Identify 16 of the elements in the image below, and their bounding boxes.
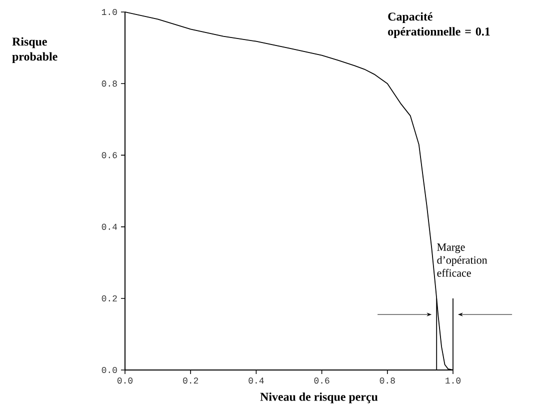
y-tick-label: 0.4 <box>102 224 118 230</box>
x-tick-label: 0.4 <box>248 378 264 384</box>
x-tick-label: 0.6 <box>314 378 330 384</box>
y-tick-label: 0.6 <box>102 152 117 158</box>
y-tick-label: 1.0 <box>102 8 117 16</box>
x-tick-label: 1.0 <box>446 378 461 384</box>
ref-line-label: Marge d’opération efficace <box>437 244 488 277</box>
x-axis-title: Niveau de risque perçu <box>260 392 378 404</box>
x-tick-label: 0.8 <box>380 378 395 384</box>
x-tick-label: 0.2 <box>183 378 198 384</box>
y-axis-title: Risque probable <box>12 37 58 64</box>
y-tick-label: 0.0 <box>102 366 117 374</box>
y-tick-label: 0.2 <box>102 295 117 302</box>
x-tick-label: 0.0 <box>117 378 133 384</box>
annotation: Capacité opérationnelle = 0.1 <box>388 12 490 38</box>
y-tick-label: 0.8 <box>102 80 117 87</box>
